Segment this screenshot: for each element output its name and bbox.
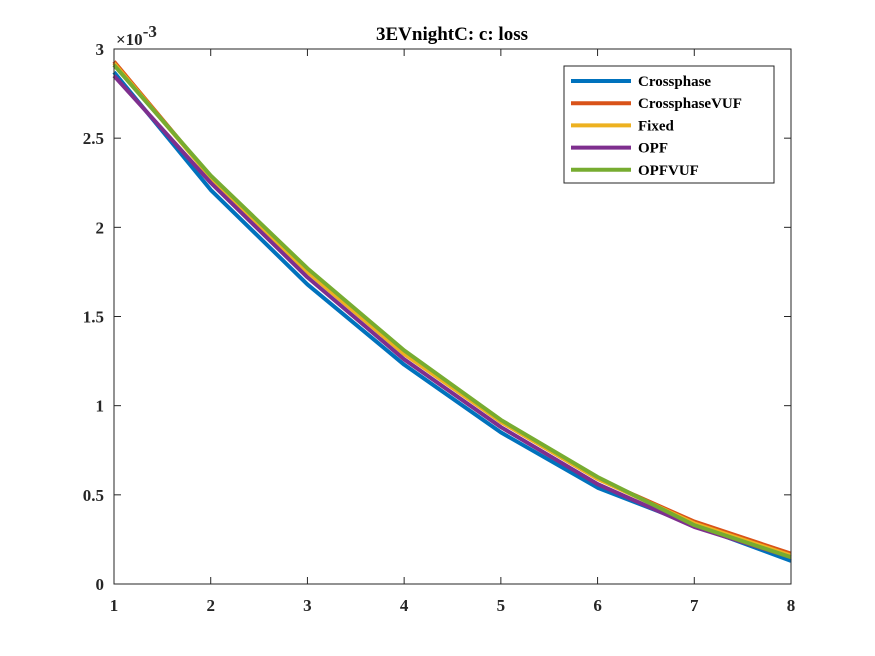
chart-title: 3EVnightC: c: loss xyxy=(376,24,528,45)
y-tick-label: 0 xyxy=(96,575,105,594)
x-tick-label: 6 xyxy=(593,596,602,615)
x-tick-label: 4 xyxy=(400,596,409,615)
legend-label: OPF xyxy=(638,141,668,157)
x-tick-label: 7 xyxy=(690,596,699,615)
x-tick-label: 1 xyxy=(110,596,119,615)
legend: Crossphase CrossphaseVUF Fixed OPF OPFVUF xyxy=(563,65,775,184)
y-tick-label: 3 xyxy=(96,40,105,59)
x-axis: 1 2 3 4 5 6 7 8 xyxy=(110,49,796,615)
y-tick-label: 1 xyxy=(96,397,105,416)
x-tick-label: 2 xyxy=(206,596,215,615)
series-layer xyxy=(112,60,792,563)
y-axis: 0 0.5 1 1.5 2 2.5 3 xyxy=(83,40,791,594)
x-tick-label: 5 xyxy=(497,596,506,615)
y-tick-label: 2.5 xyxy=(83,129,104,148)
series-line-opfvuf xyxy=(112,63,792,560)
y-tick-label: 1.5 xyxy=(83,308,104,327)
y-exponent-label: ×10-3 xyxy=(116,22,157,49)
x-tick-label: 8 xyxy=(787,596,796,615)
legend-label: CrossphaseVUF xyxy=(638,96,742,112)
legend-label: Fixed xyxy=(638,118,674,134)
y-exponent-power: -3 xyxy=(143,22,157,41)
legend-label: Crossphase xyxy=(638,74,711,90)
y-exponent-base: ×10 xyxy=(116,30,143,49)
y-tick-label: 2 xyxy=(96,218,105,237)
x-tick-label: 3 xyxy=(303,596,312,615)
series-line-opf xyxy=(112,74,792,560)
legend-label: OPFVUF xyxy=(638,163,699,179)
y-tick-label: 0.5 xyxy=(83,486,104,505)
